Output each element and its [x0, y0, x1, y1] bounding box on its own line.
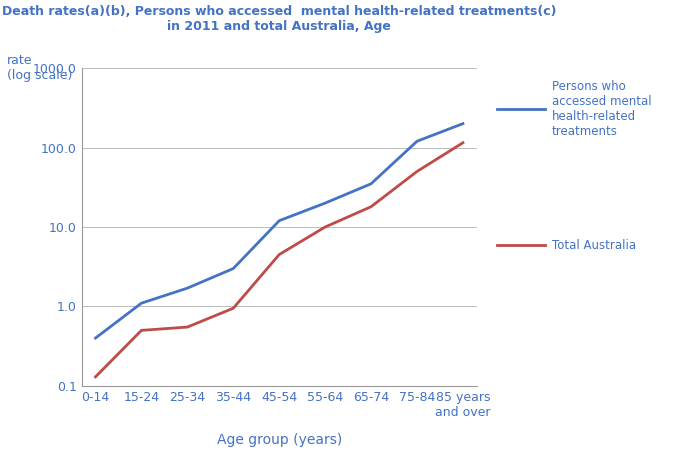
- Text: Total Australia: Total Australia: [552, 239, 636, 252]
- Text: rate
(log scale): rate (log scale): [7, 54, 72, 83]
- Text: Persons who
accessed mental
health-related
treatments: Persons who accessed mental health-relat…: [552, 80, 651, 138]
- X-axis label: Age group (years): Age group (years): [217, 433, 342, 447]
- Text: Death rates(a)(b), Persons who accessed  mental health-related treatments(c)
in : Death rates(a)(b), Persons who accessed …: [2, 5, 556, 33]
